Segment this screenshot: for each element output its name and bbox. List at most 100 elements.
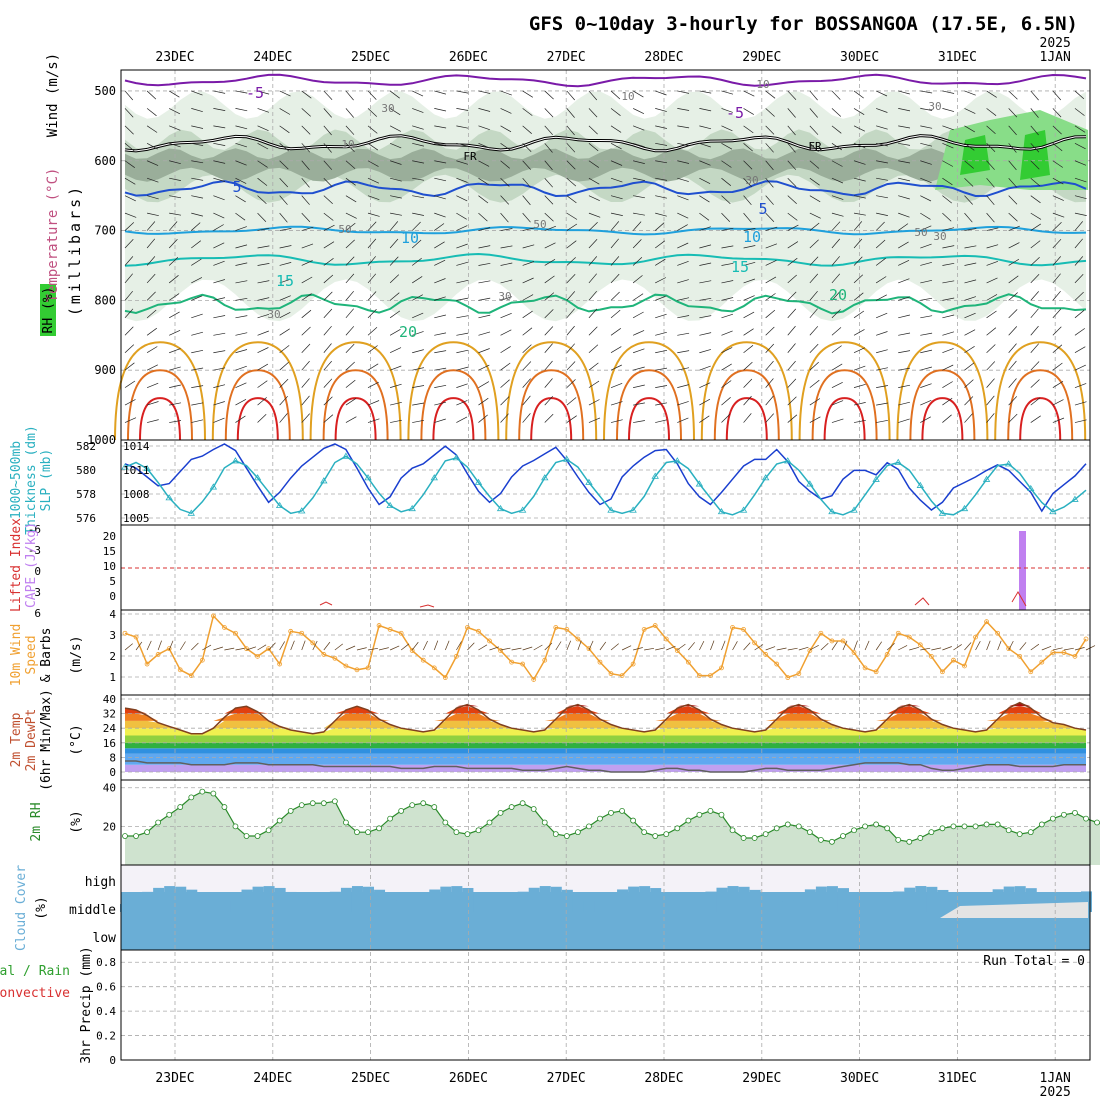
- slp-line-marker: [187, 509, 195, 516]
- wind-barb: [699, 177, 711, 185]
- slp-tick-left: 582: [76, 440, 96, 453]
- wind-barb: [920, 261, 932, 266]
- wind-barb: [853, 256, 863, 266]
- wind-barb: [588, 380, 600, 388]
- wind-barb: [920, 225, 932, 231]
- wind-barb: [853, 108, 865, 115]
- wind-barb: [301, 143, 311, 153]
- wind-barb: [323, 212, 334, 221]
- slp-line-marker: [1027, 484, 1035, 492]
- warm-contour: [725, 397, 768, 441]
- lifted-label-2: CAPE (J/kg): [24, 522, 39, 608]
- wind-barb: [1008, 125, 1017, 136]
- wind10m-point: [796, 671, 802, 677]
- wind-barb: [434, 401, 446, 406]
- wind10m-barb: [853, 640, 858, 651]
- cloud-high-bar: [329, 891, 341, 912]
- rh2m-point: [795, 823, 802, 830]
- rh2m-point: [1083, 815, 1089, 822]
- wind10m-barb: [875, 641, 882, 651]
- wind10m-barb: [478, 644, 488, 651]
- wind-barb: [765, 413, 774, 423]
- rh2m-point: [320, 800, 327, 807]
- wind-barb: [765, 160, 774, 171]
- wind-barb: [412, 276, 423, 284]
- wind-barb: [721, 142, 733, 150]
- rh2m-point: [376, 825, 382, 832]
- wind-barb: [633, 420, 645, 423]
- wind-barb: [765, 259, 777, 266]
- wind-barb: [876, 177, 888, 181]
- slp-line-marker: [916, 481, 925, 488]
- wind-barb: [831, 108, 842, 117]
- rh2m-point: [166, 811, 173, 818]
- cloud-high-bar: [495, 903, 507, 912]
- cloud-high-bar: [153, 887, 165, 912]
- wind-barb: [235, 398, 247, 406]
- wind-barb: [345, 212, 357, 219]
- wind-barb: [566, 325, 575, 336]
- wind-barb: [1052, 308, 1062, 319]
- wind10m-barb: [1052, 647, 1063, 651]
- wind-barb: [787, 108, 796, 118]
- wind-barb: [279, 177, 289, 188]
- wind-barb: [588, 417, 601, 423]
- wind-barb: [655, 385, 668, 388]
- wind-barb: [566, 274, 576, 284]
- wind10m-barb: [754, 644, 764, 651]
- wind-barb: [124, 399, 136, 406]
- wind10m-point: [597, 659, 603, 665]
- wind-barb: [279, 295, 291, 301]
- wind10m-barb: [588, 640, 594, 651]
- wind-barb: [257, 245, 270, 249]
- wind-barb: [787, 414, 798, 423]
- wind-barb: [191, 349, 204, 354]
- wind-barb: [257, 297, 270, 301]
- wind-barb: [588, 344, 599, 353]
- wind10m-point: [376, 623, 382, 628]
- wind10m-point: [807, 648, 813, 653]
- wind10m-barb: [566, 640, 572, 651]
- rh2m-point: [1005, 827, 1012, 834]
- wind10m-point: [895, 630, 901, 636]
- wind-barb: [478, 262, 491, 266]
- day-label-top: 28DEC: [644, 50, 683, 65]
- wind-barb: [1008, 378, 1017, 388]
- wind-barb: [677, 195, 689, 201]
- wind10m-point: [520, 661, 526, 667]
- wind-barb: [213, 160, 226, 164]
- wind-barb: [699, 280, 712, 284]
- wind10m-barb: [577, 640, 582, 651]
- wind-barb: [522, 212, 531, 223]
- cloud-high-bar: [418, 894, 430, 912]
- wind-barb: [920, 399, 932, 406]
- wind-barb: [898, 384, 911, 388]
- precip-label-2: Convective: [0, 986, 70, 1001]
- wind-barb: [213, 350, 226, 354]
- wind-barb: [389, 90, 400, 99]
- wind-barb: [434, 212, 446, 218]
- wind10m-label-4: (m/s): [69, 635, 84, 674]
- wind-barb: [920, 297, 933, 301]
- wind-barb: [1030, 143, 1040, 153]
- wind-barb: [721, 413, 731, 423]
- wind-barb: [478, 331, 491, 336]
- cloud-middle-gap: [940, 902, 1088, 918]
- wind10m-barb: [986, 640, 991, 651]
- wind-barb: [853, 402, 866, 406]
- wind-barb: [1008, 292, 1018, 301]
- contour-label: 5: [232, 178, 241, 196]
- lifted-tick-left: 0: [34, 565, 41, 578]
- cloud-high-bar: [1081, 891, 1092, 912]
- wind-barb: [367, 238, 377, 249]
- wind10m-barb: [765, 646, 776, 651]
- wind-barb: [1008, 396, 1018, 406]
- cloud-high-bar: [385, 894, 397, 912]
- cloud-high-bar: [815, 886, 827, 912]
- wind-barb: [411, 221, 421, 231]
- rh2m-point: [652, 833, 659, 839]
- wind-barb: [942, 331, 955, 336]
- rh2m-point: [155, 819, 162, 826]
- wind-barb: [831, 160, 843, 167]
